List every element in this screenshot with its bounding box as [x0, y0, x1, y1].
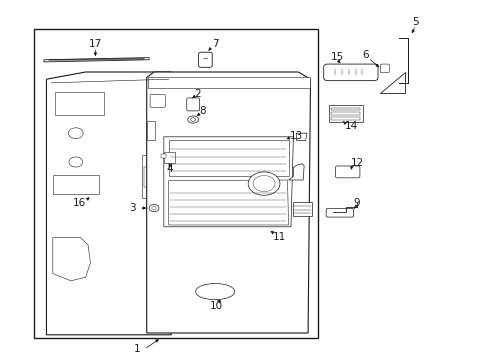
Bar — [163, 152, 174, 163]
Text: 17: 17 — [88, 39, 102, 49]
Text: 2: 2 — [194, 89, 201, 99]
Bar — [328, 105, 362, 122]
Text: 12: 12 — [349, 158, 363, 168]
Polygon shape — [288, 164, 304, 180]
Bar — [53, 175, 99, 194]
Text: 9: 9 — [353, 198, 360, 208]
Polygon shape — [46, 72, 171, 335]
Ellipse shape — [248, 172, 279, 195]
Polygon shape — [163, 137, 293, 227]
Ellipse shape — [151, 207, 156, 210]
Ellipse shape — [195, 284, 234, 300]
Ellipse shape — [68, 128, 83, 139]
Bar — [144, 167, 161, 187]
Polygon shape — [142, 155, 171, 198]
Bar — [146, 121, 154, 140]
Text: 4: 4 — [166, 164, 173, 174]
Ellipse shape — [253, 175, 274, 192]
Bar — [330, 117, 360, 120]
Text: 16: 16 — [73, 198, 86, 208]
Text: 13: 13 — [289, 131, 303, 141]
Bar — [34, 29, 317, 338]
Polygon shape — [296, 133, 306, 140]
Ellipse shape — [149, 204, 159, 212]
Polygon shape — [293, 202, 311, 216]
Text: 5: 5 — [411, 17, 418, 27]
Text: 6: 6 — [362, 50, 368, 60]
FancyBboxPatch shape — [150, 94, 165, 107]
FancyBboxPatch shape — [198, 52, 212, 67]
Text: 1: 1 — [133, 344, 140, 354]
Text: 15: 15 — [330, 51, 344, 62]
Ellipse shape — [69, 157, 82, 167]
Text: 11: 11 — [272, 232, 286, 242]
FancyBboxPatch shape — [380, 64, 388, 73]
FancyBboxPatch shape — [325, 208, 353, 217]
FancyBboxPatch shape — [186, 98, 199, 111]
Bar — [55, 92, 103, 115]
Polygon shape — [168, 140, 288, 176]
Text: 7: 7 — [211, 39, 218, 49]
Polygon shape — [146, 72, 310, 333]
Text: 14: 14 — [344, 121, 357, 131]
FancyBboxPatch shape — [323, 64, 377, 81]
Bar — [330, 112, 360, 115]
Polygon shape — [168, 180, 288, 225]
Bar — [330, 108, 360, 110]
Text: 3: 3 — [128, 203, 135, 213]
FancyBboxPatch shape — [335, 166, 359, 178]
Bar — [148, 77, 309, 88]
Ellipse shape — [190, 118, 195, 121]
Ellipse shape — [187, 116, 198, 123]
Bar — [161, 154, 165, 158]
Polygon shape — [44, 58, 149, 62]
Polygon shape — [53, 238, 90, 281]
Polygon shape — [380, 72, 404, 93]
Text: 10: 10 — [210, 301, 223, 311]
Text: 8: 8 — [199, 105, 206, 116]
